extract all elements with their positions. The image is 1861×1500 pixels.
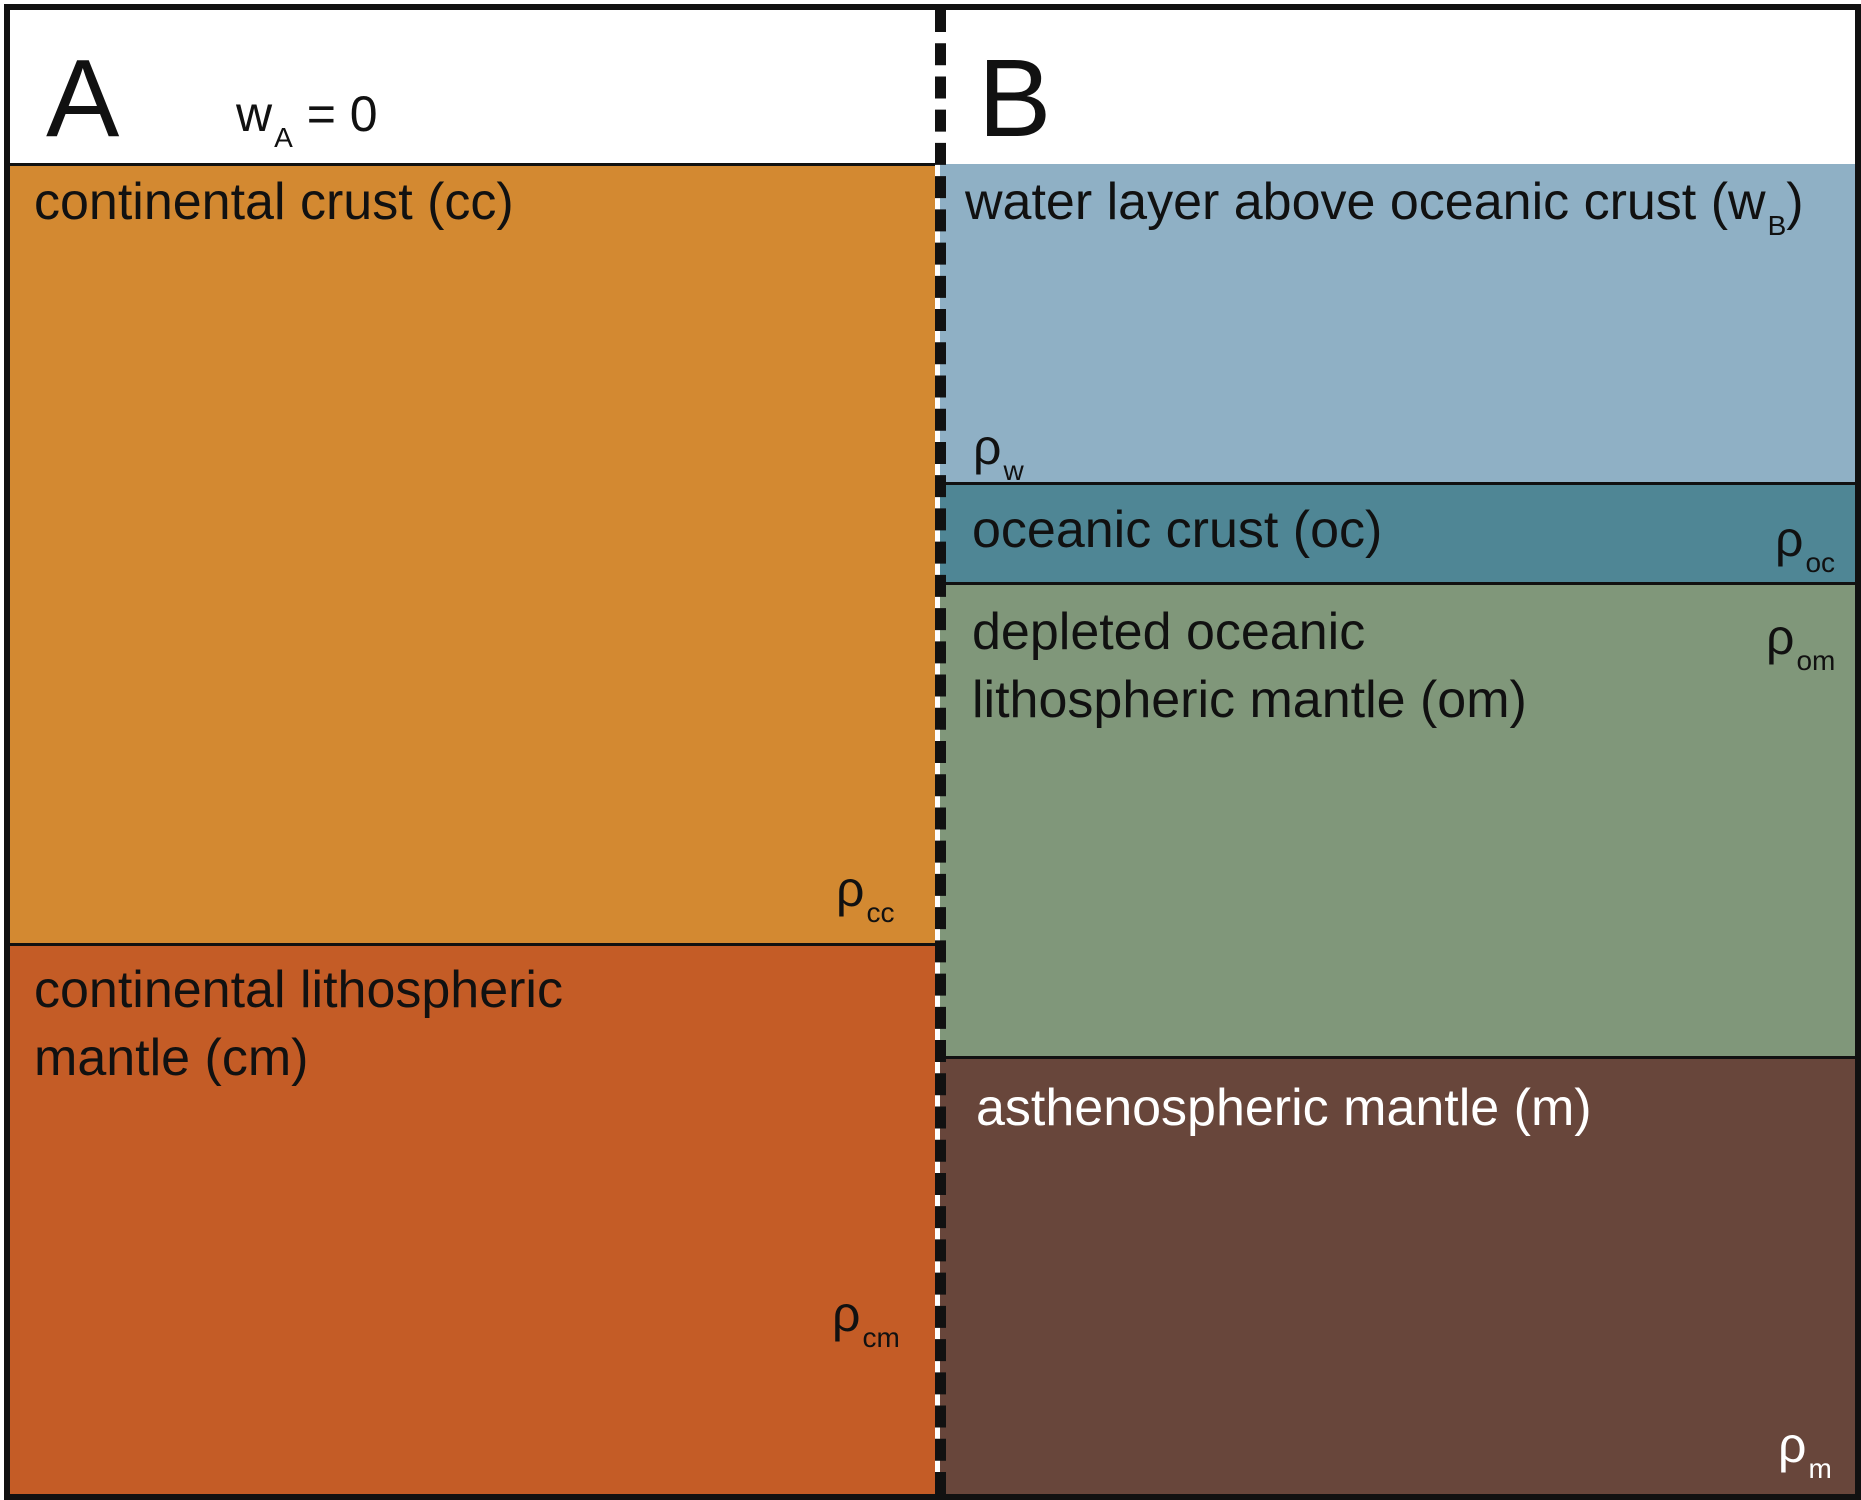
oc-om-boundary — [940, 582, 1855, 585]
depleted-oceanic-label-line2: lithospheric mantle (om) — [972, 671, 1527, 729]
cc-top-boundary — [10, 163, 935, 166]
rho-cm-label: ρcm — [832, 1286, 900, 1353]
column-divider — [935, 10, 946, 1494]
rho-om-label: ρom — [1766, 609, 1836, 676]
rho-m-label: ρm — [1778, 1417, 1832, 1484]
water-oc-boundary — [940, 482, 1855, 485]
water-a-label: wA = 0 — [236, 86, 378, 153]
water-layer: water layer above oceanic crust (wB) ρw — [940, 164, 1855, 486]
cc-cm-boundary — [10, 943, 935, 946]
asthenospheric-mantle-label: asthenospheric mantle (m) — [976, 1079, 1592, 1137]
rho-cc-label: ρcc — [836, 861, 895, 928]
rho-oc-label: ρoc — [1775, 511, 1836, 578]
continental-lithospheric-mantle-label-line1: continental lithospheric — [34, 961, 563, 1019]
panel-b-letter: B — [978, 37, 1052, 160]
continental-crust-layer: continental crust (cc) ρcc — [10, 164, 935, 944]
panel-a-letter: A — [46, 37, 120, 160]
continental-lithospheric-mantle-layer: continental lithospheric mantle (cm) ρcm — [10, 944, 935, 1494]
water-layer-label: water layer above oceanic crust (wB) — [965, 173, 1804, 241]
continental-lithospheric-mantle-label-line2: mantle (cm) — [34, 1029, 309, 1087]
diagram-frame: continental crust (cc) ρcc continental l… — [4, 4, 1861, 1500]
rho-w-label: ρw — [973, 419, 1024, 486]
oceanic-crust-layer: oceanic crust (oc) ρoc — [940, 484, 1855, 584]
continental-crust-label: continental crust (cc) — [34, 173, 514, 231]
depleted-oceanic-label-line1: depleted oceanic — [972, 603, 1366, 661]
asthenospheric-mantle-layer: asthenospheric mantle (m) ρm — [940, 1058, 1855, 1494]
depleted-oceanic-lithospheric-mantle-layer: depleted oceanic lithospheric mantle (om… — [940, 584, 1855, 1058]
om-m-boundary — [940, 1056, 1855, 1059]
oceanic-crust-label: oceanic crust (oc) — [972, 501, 1383, 559]
